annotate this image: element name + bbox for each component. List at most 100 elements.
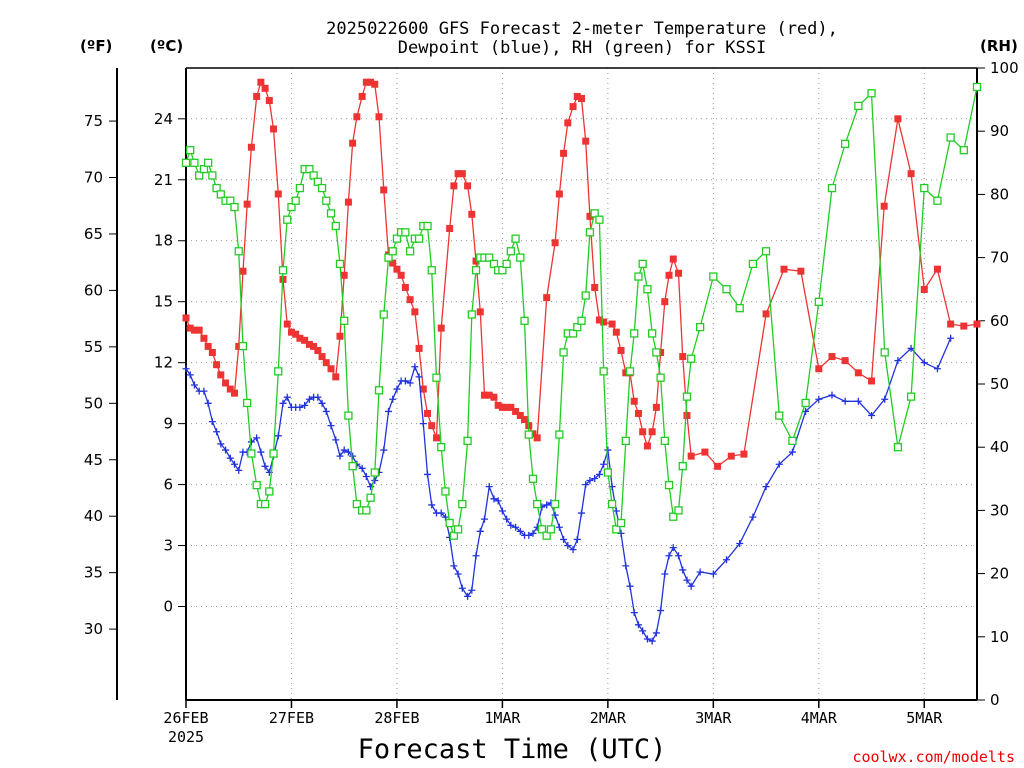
temperature-point: [231, 389, 239, 397]
dewpoint-point: [648, 637, 656, 645]
temperature-point: [292, 330, 300, 338]
temperature-point: [947, 320, 955, 328]
rh-point: [247, 449, 256, 458]
dewpoint-point: [503, 515, 511, 523]
temperature-point: [401, 283, 409, 291]
dewpoint-point: [529, 529, 537, 537]
temperature-point: [446, 225, 454, 233]
dewpoint-point: [687, 582, 695, 590]
temperature-point: [464, 182, 472, 190]
dewpoint-point: [247, 438, 255, 446]
x-tick-label: 2MAR: [590, 709, 627, 727]
temperature-point: [815, 365, 823, 373]
dewpoint-point: [257, 448, 265, 456]
temperature-point: [780, 265, 788, 273]
dewpoint-point: [468, 586, 476, 594]
rh-point: [374, 386, 384, 395]
rh-point: [682, 392, 692, 401]
temperature-point: [661, 298, 669, 306]
temperature-point: [907, 170, 915, 178]
rh-point: [423, 221, 432, 231]
rh-point: [814, 297, 823, 306]
temperature-point: [301, 336, 309, 344]
temperature-point: [600, 318, 608, 326]
dewpoint-point: [841, 397, 849, 405]
rh-point: [573, 322, 582, 332]
temperature-point: [573, 92, 581, 100]
dewpoint-point: [578, 509, 585, 517]
temperature-point: [344, 198, 352, 206]
temperature-point: [512, 407, 520, 415]
dewpoint-point: [200, 387, 208, 395]
rh-point: [388, 247, 397, 256]
rh-point: [269, 449, 278, 458]
x-tick-label: 5MAR: [906, 709, 943, 727]
temperature-point: [253, 92, 261, 100]
temperature-point: [195, 326, 203, 334]
temperature-point: [340, 271, 348, 279]
temperature-point: [358, 92, 366, 100]
rh-point: [467, 310, 476, 319]
rh-point: [524, 430, 533, 439]
rh-point: [607, 499, 617, 509]
rh-point: [581, 291, 590, 300]
rh-point: [946, 133, 955, 142]
temperature-point: [740, 450, 748, 458]
rh-point: [449, 531, 459, 540]
temperature-point: [529, 430, 537, 438]
x-tick-sublabel: 2025: [168, 728, 204, 746]
rh-point: [906, 392, 916, 401]
temperature-point: [868, 377, 876, 385]
dewpoint-point: [736, 540, 744, 548]
dewpoint-point: [665, 552, 673, 560]
rh-point: [621, 436, 630, 446]
temperature-point: [894, 115, 902, 123]
temperature-point: [586, 212, 594, 220]
dewpoint-point: [582, 481, 590, 489]
celsius-unit-label: (ºC): [150, 37, 183, 55]
rh-point: [427, 266, 436, 275]
dewpoint-point: [472, 552, 480, 560]
temperature-point: [310, 342, 318, 350]
rh-point: [511, 234, 520, 243]
dewpoint-point: [498, 507, 506, 515]
temperature-point: [283, 320, 291, 328]
temperature-point: [208, 349, 216, 357]
temperature-point: [314, 346, 322, 354]
dewpoint-point: [683, 576, 691, 584]
dewpoint-point: [480, 515, 488, 523]
temperature-point: [336, 332, 344, 340]
rh-point: [453, 525, 463, 534]
rh-point: [638, 259, 647, 269]
rh-point: [340, 316, 349, 325]
temperature-point: [235, 342, 243, 350]
temperature-point: [665, 271, 673, 279]
dewpoint-point: [305, 395, 313, 403]
temperature-point: [960, 322, 968, 330]
dewpoint-point: [371, 477, 379, 485]
dewpoint-point: [696, 568, 704, 576]
rh-point: [405, 247, 415, 256]
temperature-point: [591, 283, 599, 291]
rh-point: [283, 215, 292, 224]
rh-tick-label: 10: [990, 628, 1009, 646]
temperature-point: [701, 448, 709, 456]
temperature-point: [270, 125, 278, 133]
fahrenheit-tick-label: 30: [84, 620, 103, 638]
rh-point: [595, 215, 604, 224]
rh-tick-label: 0: [990, 691, 1000, 709]
rh-point: [238, 341, 248, 351]
dewpoint-point: [296, 403, 304, 411]
celsius-tick-label: 24: [154, 110, 173, 128]
fahrenheit-tick-label: 70: [84, 169, 103, 187]
credit-link[interactable]: coolwx.com/modelts: [852, 748, 1015, 766]
temperature-series: [182, 78, 981, 470]
dewpoint-point: [516, 527, 524, 535]
temperature-point: [762, 310, 770, 318]
temperature-point: [683, 411, 691, 419]
rh-point: [471, 266, 481, 275]
rh-point: [384, 253, 393, 262]
x-tick-label: 27FEB: [269, 709, 314, 727]
temperature-point: [327, 365, 335, 373]
